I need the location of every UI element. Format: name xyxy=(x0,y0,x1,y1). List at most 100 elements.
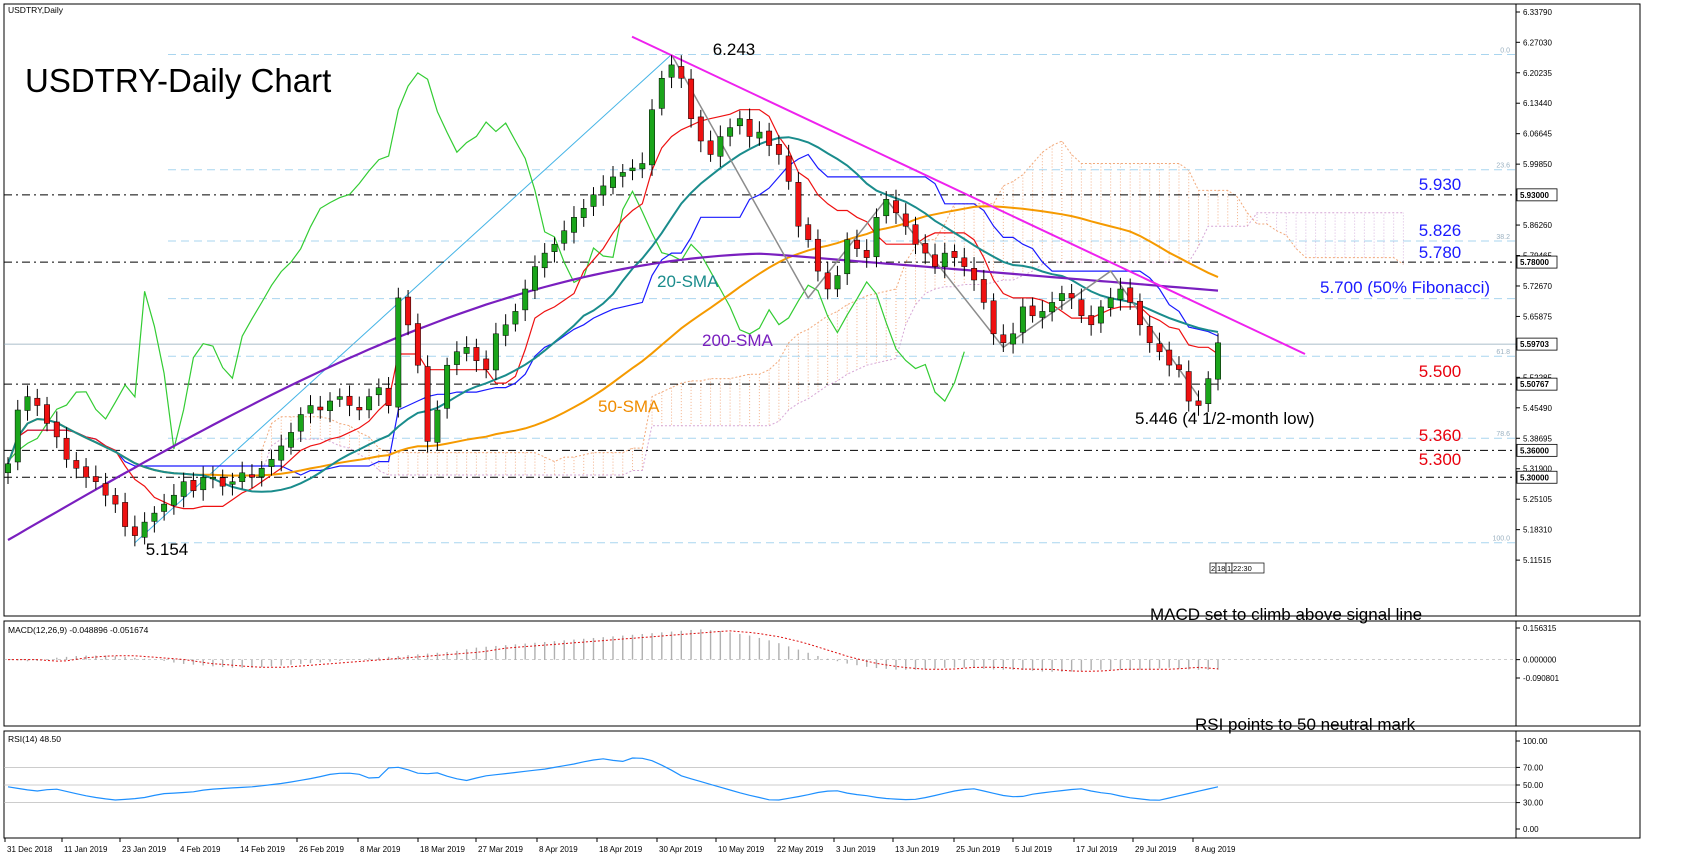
candle-body xyxy=(405,296,412,326)
level-label: 5.780 xyxy=(1419,243,1462,262)
candle-body xyxy=(512,311,519,325)
time-tick-label: 17 Jul 2019 xyxy=(1076,845,1118,854)
main-panel-frame xyxy=(3,3,1641,617)
price-tick-label: 6.20235 xyxy=(1523,69,1552,78)
price-marker-box xyxy=(1516,255,1558,269)
annotation-label: 50-SMA xyxy=(598,397,660,416)
chart-labels: USDTRY,Daily USDTRY-Daily Chart 5.930 5.826… xyxy=(8,5,1490,559)
time-tick-label: 8 Mar 2019 xyxy=(360,845,401,854)
price-tick-label: 5.31900 xyxy=(1523,465,1552,474)
candle-body xyxy=(356,407,363,411)
candle-body xyxy=(1156,343,1163,353)
candle-body xyxy=(5,463,11,474)
time-badge-box xyxy=(1231,562,1265,574)
candle-body xyxy=(1029,305,1036,317)
candle-body xyxy=(775,144,782,155)
fib-label: 100.0 xyxy=(1492,536,1510,543)
level-label: 5.700 (50% Fibonacci) xyxy=(1320,278,1490,297)
annotation-label: 5.154 xyxy=(146,540,189,559)
time-tick-label: 8 Aug 2019 xyxy=(1195,845,1236,854)
candle-body xyxy=(141,521,148,538)
candle-body xyxy=(366,396,373,411)
time-axis: 31 Dec 2018 11 Jan 2019 23 Jan 2019 4 Feb 2… xyxy=(4,562,1265,854)
candle-body xyxy=(736,118,743,127)
candle-body xyxy=(795,182,802,227)
price-tick-label: 6.06645 xyxy=(1523,130,1552,139)
candle-body xyxy=(444,364,451,409)
candle-body xyxy=(1195,400,1202,406)
price-tick-label: 5.11515 xyxy=(1523,556,1552,565)
candle-body xyxy=(122,502,129,527)
candle-body xyxy=(1127,287,1134,303)
candle-body xyxy=(53,421,60,438)
candle-body xyxy=(278,445,285,461)
macd-label: MACD(12,26,9) -0.048896 -0.051674 xyxy=(8,625,149,635)
candle-body xyxy=(541,252,548,269)
candle-body xyxy=(346,395,353,406)
candle-body xyxy=(112,495,119,505)
price-tick-label: 5.45490 xyxy=(1523,404,1552,413)
annotation-label: 200-SMA xyxy=(702,331,774,350)
candle-body xyxy=(453,351,460,365)
candle-body xyxy=(990,300,997,335)
rsi-tick-label: 50.00 xyxy=(1523,781,1544,790)
price-marker-label: 5.78000 xyxy=(1520,258,1549,267)
candle-body xyxy=(941,252,948,268)
candle-body xyxy=(610,176,616,188)
candle-body xyxy=(307,405,314,414)
candle-body xyxy=(24,396,31,411)
time-badge-text: 22:30 xyxy=(1233,564,1252,573)
candle-body xyxy=(1000,334,1007,343)
fib-label: 0.0 xyxy=(1500,48,1510,55)
candle-body xyxy=(385,387,392,406)
candle-body xyxy=(961,257,968,267)
level-label: 5.360 xyxy=(1419,426,1462,445)
time-tick-label: 29 Jul 2019 xyxy=(1135,845,1177,854)
candle-body xyxy=(717,136,724,157)
candle-body xyxy=(34,397,41,406)
price-marker-label: 5.30000 xyxy=(1520,473,1549,482)
candle-body xyxy=(288,432,294,448)
fib-label: 38.2 xyxy=(1496,234,1510,241)
macd-tick-label: 0.000000 xyxy=(1523,656,1557,665)
candle-body xyxy=(1058,293,1065,301)
macd-panel-frame xyxy=(3,620,1641,727)
candle-body xyxy=(1039,311,1046,318)
candle-body xyxy=(1097,306,1104,324)
candle-body xyxy=(873,217,880,258)
price-marker-box xyxy=(1516,377,1558,391)
candle-body xyxy=(668,64,675,78)
price-marker-box xyxy=(1516,188,1558,202)
fib-label: 61.8 xyxy=(1496,349,1510,356)
candle-body xyxy=(688,78,695,119)
candle-body xyxy=(249,474,255,478)
price-tick-label: 5.99850 xyxy=(1523,160,1552,169)
candle-body xyxy=(639,163,646,170)
candle-body xyxy=(395,297,402,408)
candle-body xyxy=(824,272,831,290)
annotation-label: 5.446 (4 1/2-month low) xyxy=(1135,409,1315,428)
candle-body xyxy=(658,78,665,109)
candle-body xyxy=(209,477,216,480)
candle-body xyxy=(180,481,187,497)
candle-body xyxy=(561,230,568,244)
candle-body xyxy=(980,279,987,303)
chart-title: USDTRY-Daily Chart xyxy=(25,62,331,99)
candle-body xyxy=(327,400,333,411)
candle-body xyxy=(932,254,938,267)
indicator-lines xyxy=(7,35,1306,541)
time-tick-label: 4 Feb 2019 xyxy=(180,845,221,854)
price-tick-label: 5.18310 xyxy=(1523,526,1552,535)
candle-body xyxy=(229,481,236,485)
time-tick-label: 3 Jun 2019 xyxy=(836,845,876,854)
price-marker-label: 5.50767 xyxy=(1520,380,1549,389)
price-axis: 6.33790 6.27030 6.20235 6.13440 6.06645 5.998… xyxy=(1515,4,1558,616)
time-tick-label: 10 May 2019 xyxy=(718,845,765,854)
candle-body xyxy=(883,199,890,217)
candle-body xyxy=(268,459,275,467)
fib-label: 23.6 xyxy=(1496,163,1510,170)
candle-body xyxy=(854,239,860,249)
time-tick-label: 8 Apr 2019 xyxy=(539,845,578,854)
candle-body xyxy=(151,512,158,522)
candle-body xyxy=(600,185,607,196)
